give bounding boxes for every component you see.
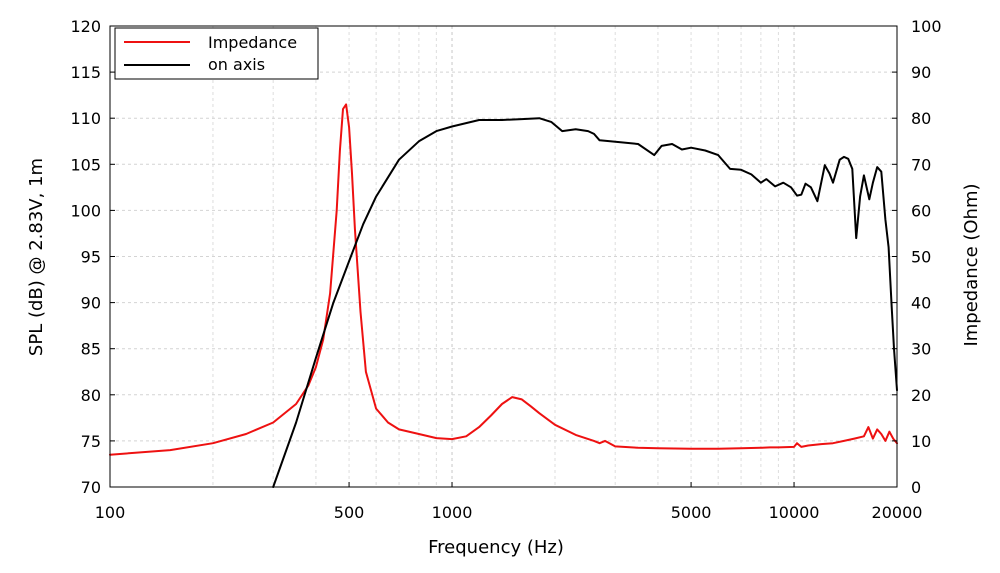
y-left-tick-label: 110 [70, 109, 101, 128]
y-right-tick-label: 10 [911, 432, 931, 451]
grid-layer [110, 26, 897, 487]
x-tick-label: 500 [334, 503, 365, 522]
y-left-tick-label: 80 [81, 386, 101, 405]
series-layer [109, 103, 898, 488]
x-tick-label: 20000 [872, 503, 923, 522]
legend-label-on-axis: on axis [208, 55, 265, 74]
y-left-tick-label: 115 [70, 63, 101, 82]
y-left-tick-label: 105 [70, 155, 101, 174]
y-right-tick-label: 80 [911, 109, 931, 128]
y-left-tick-label: 120 [70, 17, 101, 36]
x-tick-label: 1000 [432, 503, 473, 522]
series-line-on-axis [272, 117, 898, 488]
y-right-tick-label: 60 [911, 201, 931, 220]
x-tick-label: 5000 [671, 503, 712, 522]
series-line-impedance [109, 103, 898, 456]
y-right-tick-label: 50 [911, 248, 931, 267]
y-left-tick-label: 85 [81, 340, 101, 359]
legend-box [114, 27, 319, 80]
y-left-tick-label: 95 [81, 248, 101, 267]
y-right-tick-label: 20 [911, 386, 931, 405]
y-right-tick-label: 100 [911, 17, 942, 36]
legend-label-impedance: Impedance [208, 33, 297, 52]
legend: Impedance on axis [114, 27, 319, 80]
y-left-tick-label: 90 [81, 294, 101, 313]
x-tick-label: 10000 [769, 503, 820, 522]
y-left-tick-label: 75 [81, 432, 101, 451]
y-right-tick-label: 0 [911, 478, 921, 497]
x-axis-label: Frequency (Hz) [428, 537, 564, 558]
y-left-axis-label: SPL (dB) @ 2.83V, 1m [26, 158, 47, 356]
y-right-axis-label: Impedance (Ohm) [961, 183, 982, 346]
y-left-tick-label: 100 [70, 201, 101, 220]
y-right-tick-label: 40 [911, 294, 931, 313]
y-right-tick-label: 70 [911, 155, 931, 174]
y-left-tick-label: 70 [81, 478, 101, 497]
y-right-tick-label: 30 [911, 340, 931, 359]
y-right-tick-label: 90 [911, 63, 931, 82]
tick-layer: 100 500 1000 5000 10000 200007075808590951001… [70, 17, 941, 522]
x-tick-label: 100 [95, 503, 126, 522]
